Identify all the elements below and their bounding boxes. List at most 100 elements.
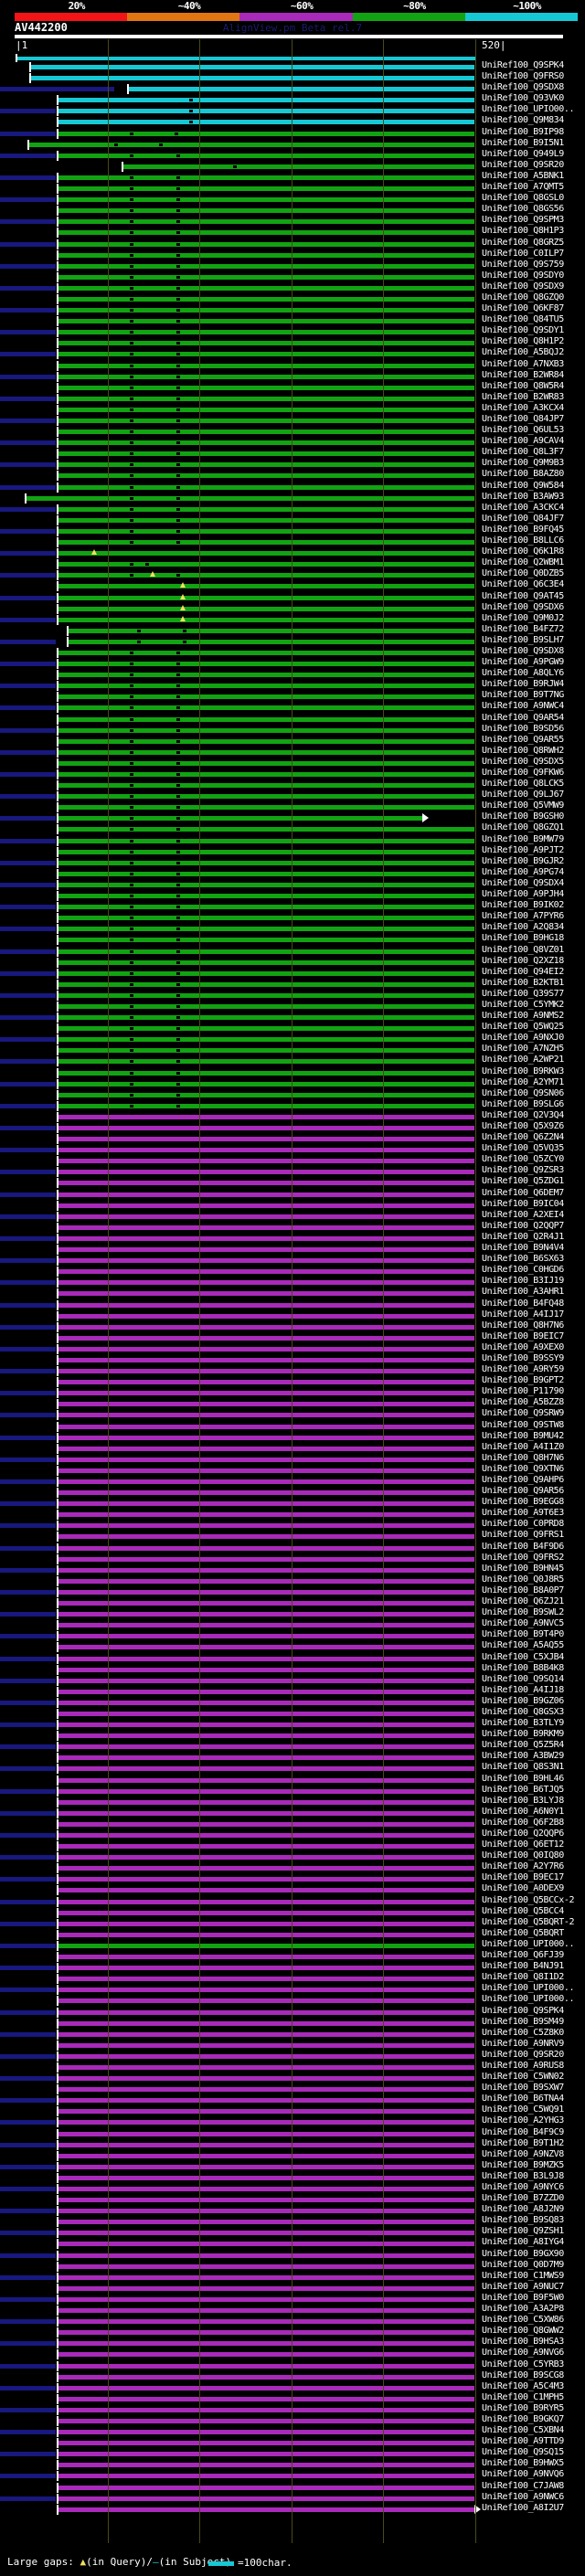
- alignment-bar[interactable]: [58, 1413, 475, 1418]
- alignment-bar[interactable]: [58, 2308, 475, 2314]
- alignment-bar[interactable]: [58, 1545, 475, 1551]
- hit-row[interactable]: UniRef100_B9HSA3: [0, 2337, 585, 2349]
- hit-row[interactable]: UniRef100_Q9SQ14: [0, 1674, 585, 1687]
- hit-label[interactable]: UniRef100_B9HL46: [482, 1773, 564, 1784]
- hit-label[interactable]: UniRef100_A9NWC4: [482, 701, 564, 712]
- alignment-bar[interactable]: [58, 1114, 475, 1119]
- alignment-bar[interactable]: [58, 992, 475, 998]
- hit-label[interactable]: UniRef100_B3AW93: [482, 491, 564, 502]
- hit-row[interactable]: UniRef100_Q5VQ35: [0, 1143, 585, 1156]
- hit-label[interactable]: UniRef100_Q9SPK4: [482, 60, 564, 70]
- hit-row[interactable]: UniRef100_A2Q834: [0, 922, 585, 935]
- alignment-bar[interactable]: [58, 838, 475, 843]
- hit-label[interactable]: UniRef100_Q39S77: [482, 988, 564, 999]
- hit-row[interactable]: UniRef100_B9F5W0: [0, 2293, 585, 2306]
- hit-label[interactable]: UniRef100_A9PJT2: [482, 844, 564, 855]
- hit-row[interactable]: UniRef100_Q8H7N6: [0, 1320, 585, 1333]
- hit-row[interactable]: UniRef100_B9N4V4: [0, 1243, 585, 1256]
- hit-label[interactable]: UniRef100_Q8GWW2: [482, 2326, 564, 2337]
- hit-row[interactable]: UniRef100_A3A2P8: [0, 2304, 585, 2316]
- hit-label[interactable]: UniRef100_Q5ZCY0: [482, 1154, 564, 1165]
- hit-label[interactable]: UniRef100_Q8H1P2: [482, 336, 564, 347]
- hit-label[interactable]: UniRef100_Q6K1R8: [482, 546, 564, 557]
- hit-label[interactable]: UniRef100_Q9SDX9: [482, 281, 564, 292]
- alignment-bar[interactable]: [58, 263, 475, 269]
- hit-row[interactable]: UniRef100_Q9SDY1: [0, 325, 585, 338]
- alignment-bar[interactable]: [58, 540, 475, 546]
- alignment-bar[interactable]: [58, 2296, 475, 2302]
- hit-label[interactable]: UniRef100_A5BZZ8: [482, 1397, 564, 1408]
- hit-row[interactable]: UniRef100_B9GX90: [0, 2248, 585, 2262]
- hit-row[interactable]: UniRef100_B9MU42: [0, 1431, 585, 1444]
- hit-row[interactable]: UniRef100_B9I5N1: [0, 137, 585, 151]
- alignment-bar[interactable]: [58, 562, 475, 567]
- hit-row[interactable]: UniRef100_Q6ET12: [0, 1839, 585, 1852]
- hit-row[interactable]: UniRef100_B9EC17: [0, 1872, 585, 1885]
- hit-row[interactable]: UniRef100_A3KCX4: [0, 403, 585, 416]
- alignment-bar[interactable]: [58, 1048, 475, 1054]
- hit-row[interactable]: UniRef100_Q6ZJ21: [0, 1596, 585, 1609]
- alignment-bar[interactable]: [58, 208, 475, 214]
- hit-label[interactable]: UniRef100_B9MW79: [482, 833, 564, 844]
- hit-label[interactable]: UniRef100_Q2V3Q4: [482, 1109, 564, 1120]
- hit-label[interactable]: UniRef100_Q9SR20: [482, 159, 564, 170]
- hit-row[interactable]: UniRef100_Q9LJ67: [0, 790, 585, 802]
- hit-row[interactable]: UniRef100_Q8S3N1: [0, 1762, 585, 1775]
- hit-label[interactable]: UniRef100_B3LYJ8: [482, 1795, 564, 1806]
- hit-label[interactable]: UniRef100_A2YM71: [482, 1076, 564, 1087]
- hit-label[interactable]: UniRef100_Q9LJ67: [482, 790, 564, 800]
- alignment-bar[interactable]: [58, 517, 475, 523]
- hit-label[interactable]: UniRef100_Q84TU5: [482, 314, 564, 325]
- alignment-bar[interactable]: [58, 1148, 475, 1153]
- alignment-bar[interactable]: [58, 1932, 475, 1937]
- hit-label[interactable]: UniRef100_A7PYR6: [482, 911, 564, 922]
- alignment-bar[interactable]: [58, 959, 475, 965]
- hit-label[interactable]: UniRef100_Q6KF87: [482, 303, 564, 314]
- hit-label[interactable]: UniRef100_A2XEI4: [482, 1209, 564, 1220]
- alignment-bar[interactable]: [58, 1003, 475, 1009]
- alignment-bar[interactable]: [58, 2352, 475, 2358]
- hit-label[interactable]: UniRef100_Q8GSX3: [482, 1706, 564, 1717]
- hit-label[interactable]: UniRef100_B8A0P7: [482, 1585, 564, 1595]
- alignment-bar[interactable]: [58, 1490, 475, 1496]
- hit-row[interactable]: UniRef100_P11790: [0, 1386, 585, 1399]
- hit-label[interactable]: UniRef100_A4I1Z0: [482, 1441, 564, 1452]
- hit-row[interactable]: UniRef100_Q9SDX4: [0, 878, 585, 891]
- hit-row[interactable]: UniRef100_B2WR84: [0, 370, 585, 383]
- hit-row[interactable]: UniRef100_A4IJ18: [0, 1685, 585, 1698]
- alignment-bar[interactable]: [58, 2463, 475, 2468]
- hit-row[interactable]: UniRef100_Q6C3E4: [0, 579, 585, 592]
- alignment-bar[interactable]: [58, 2042, 475, 2048]
- hit-label[interactable]: UniRef100_B6SX63: [482, 1254, 564, 1265]
- hit-row[interactable]: UniRef100_B9SLH7: [0, 635, 585, 648]
- hit-label[interactable]: UniRef100_B4NJ91: [482, 1961, 564, 1972]
- hit-label[interactable]: UniRef100_B9EGG8: [482, 1497, 564, 1508]
- hit-row[interactable]: UniRef100_Q9S759: [0, 260, 585, 272]
- hit-row[interactable]: UniRef100_Q9ZSR3: [0, 1165, 585, 1178]
- alignment-bar[interactable]: [58, 1258, 475, 1264]
- alignment-bar[interactable]: [58, 1070, 475, 1076]
- hit-row[interactable]: UniRef100_A9TTD9: [0, 2436, 585, 2449]
- hit-label[interactable]: UniRef100_B9GX90: [482, 2248, 564, 2259]
- alignment-bar[interactable]: [58, 98, 475, 103]
- alignment-bar[interactable]: [58, 2064, 475, 2070]
- hit-row[interactable]: UniRef100_Q9FRS0: [0, 71, 585, 84]
- alignment-bar[interactable]: [58, 319, 475, 324]
- alignment-bar[interactable]: [58, 871, 475, 876]
- hit-label[interactable]: UniRef100_C5Z8K0: [482, 2027, 564, 2038]
- alignment-bar[interactable]: [58, 1126, 475, 1130]
- hit-row[interactable]: UniRef100_Q9SDX6: [0, 602, 585, 615]
- hit-row[interactable]: UniRef100_Q39S77: [0, 988, 585, 1002]
- alignment-bar[interactable]: [58, 109, 475, 114]
- hit-label[interactable]: UniRef100_B9I5N1: [482, 137, 564, 148]
- hit-row[interactable]: UniRef100_B9FQ45: [0, 525, 585, 537]
- alignment-bar[interactable]: [58, 1733, 475, 1739]
- alignment-bar[interactable]: [58, 230, 475, 236]
- hit-row[interactable]: UniRef100_Q9SDX8: [0, 82, 585, 95]
- hit-label[interactable]: UniRef100_Q9SDX8: [482, 82, 564, 93]
- alignment-bar[interactable]: [58, 2330, 475, 2336]
- hit-row[interactable]: UniRef100_B9HG18: [0, 933, 585, 946]
- hit-label[interactable]: UniRef100_B9SCG8: [482, 2369, 564, 2380]
- hit-row[interactable]: UniRef100_Q9XTN6: [0, 1464, 585, 1477]
- alignment-bar[interactable]: [58, 1601, 475, 1606]
